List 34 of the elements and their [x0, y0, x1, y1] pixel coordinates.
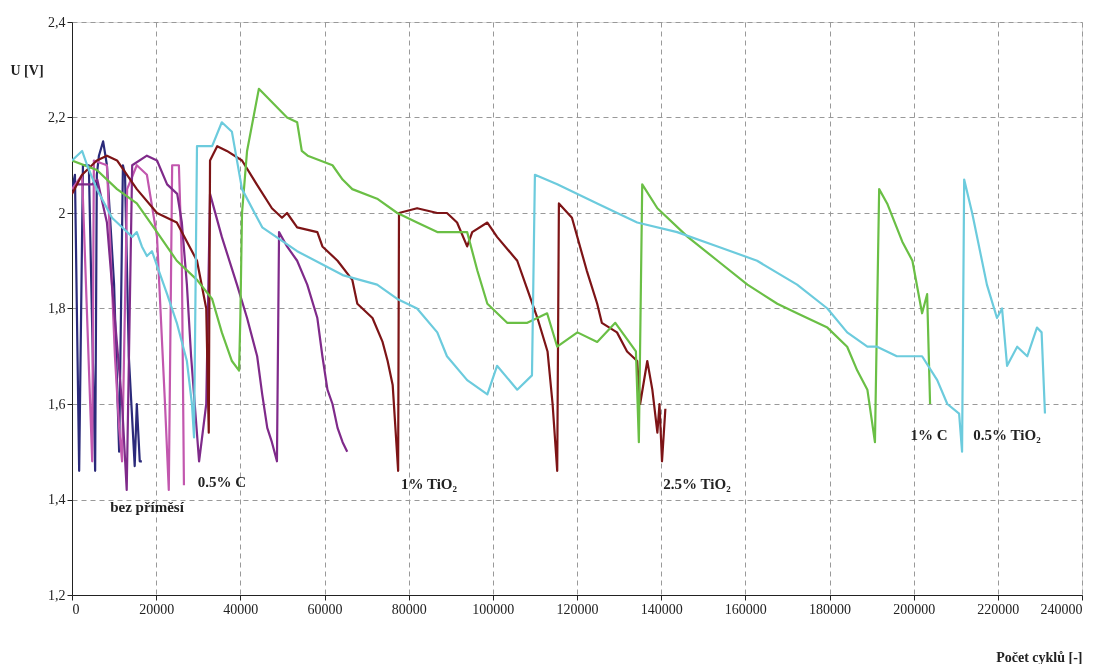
y-tick-label: 1,6 [48, 396, 66, 412]
y-tick-label: 1,8 [48, 301, 66, 316]
line-series [72, 121, 1047, 453]
y-tick-label: 2 [58, 205, 66, 221]
annotation: 0.5% TiO₂ [973, 427, 1042, 443]
y-tick-label: 1,4 [48, 492, 66, 507]
x-tick-label: 240000 [1040, 601, 1083, 617]
x-tick-label: 220000 [977, 601, 1020, 617]
x-axis-title: Počet cyklů [-] [996, 649, 1083, 664]
x-tick-label: 140000 [640, 601, 683, 617]
line-series [72, 159, 186, 492]
line-series [72, 87, 932, 444]
line-series [75, 154, 349, 492]
x-tick-label: 80000 [391, 601, 427, 617]
y-tick-label: 2,4 [48, 14, 66, 30]
line-series [72, 145, 667, 472]
x-tick-label: 20000 [139, 601, 175, 617]
annotation: 2.5% TiO₂ [663, 476, 732, 492]
x-tick-label: 200000 [893, 601, 936, 617]
x-tick-label: 40000 [223, 601, 259, 617]
x-tick-label: 60000 [307, 601, 343, 617]
y-tick-label: 2,2 [48, 110, 66, 125]
y-axis-title: U [V] [10, 62, 44, 78]
x-tick-label: 120000 [556, 601, 599, 617]
line-series [72, 140, 143, 472]
x-tick-label: 160000 [724, 601, 767, 617]
annotation: 1% C [910, 427, 948, 443]
x-tick-label: 180000 [809, 601, 851, 617]
x-tick-label: 100000 [472, 601, 515, 617]
x-tick-label: 0 [72, 601, 80, 617]
annotation: bez příměsí [110, 499, 185, 515]
annotation: 0.5% C [197, 474, 247, 490]
annotation: 1% TiO₂ [400, 476, 458, 492]
y-tick-label: 1,2 [48, 587, 66, 603]
